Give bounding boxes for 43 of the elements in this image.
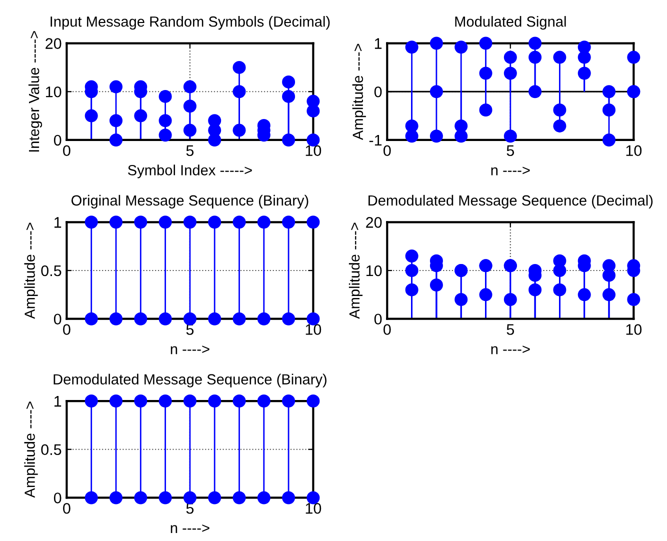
chart-title: Demodulated Message Sequence (Binary) xyxy=(54,374,326,388)
x-tick-label: 0 xyxy=(63,324,70,335)
x-tick-label: 5 xyxy=(506,324,514,335)
y-tick-label: 20 xyxy=(366,217,382,228)
y-axis-title: Amplitude ----> xyxy=(352,44,366,140)
y-tick-label: 0.5 xyxy=(41,444,62,456)
x-tick-label: 0 xyxy=(384,324,391,335)
x-tick-label: 0 xyxy=(384,145,391,156)
y-tick-label: 0.5 xyxy=(41,265,62,276)
x-axis-title: n ----> xyxy=(491,346,530,354)
x-tick-label: 0 xyxy=(63,502,70,514)
x-axis-title: Symbol Index -----> xyxy=(128,164,252,178)
chart-title: Input Message Random Symbols (Decimal) xyxy=(50,16,330,30)
y-tick-label: 1 xyxy=(54,217,62,228)
chart-title: Original Message Sequence (Binary) xyxy=(71,194,308,209)
x-tick-label: 10 xyxy=(626,145,642,156)
x-tick-label: 5 xyxy=(186,145,194,156)
x-tick-label: 10 xyxy=(626,324,642,335)
y-tick-label: 1 xyxy=(374,38,382,49)
chart-title: Modulated Signal xyxy=(455,16,566,30)
y-tick-label: 1 xyxy=(54,396,62,407)
x-tick-label: 10 xyxy=(306,502,322,514)
y-axis-title: Amplitude ----> xyxy=(24,222,38,319)
y-axis-title: Amplitude ----> xyxy=(348,222,363,319)
x-tick-label: 10 xyxy=(306,324,322,335)
x-axis-title: n ----> xyxy=(491,166,530,176)
y-tick-label: 10 xyxy=(366,265,382,276)
x-tick-label: 10 xyxy=(306,145,322,156)
y-axis-title: Amplitude ----> xyxy=(24,402,38,498)
y-tick-label: 20 xyxy=(46,38,62,49)
y-tick-label: 0 xyxy=(54,134,62,146)
y-tick-label: 0 xyxy=(374,86,382,98)
y-tick-label: -1 xyxy=(369,134,382,146)
x-axis-title: n ----> xyxy=(170,346,210,354)
chart-title: Demodulated Message Sequence (Decimal) xyxy=(368,194,653,209)
x-tick-label: 0 xyxy=(63,145,70,156)
y-tick-label: 0 xyxy=(54,314,62,325)
x-tick-label: 5 xyxy=(506,145,514,156)
x-axis-title: n ----> xyxy=(170,524,210,533)
y-axis-title: Integer Value -----> xyxy=(28,31,42,152)
y-tick-label: 0 xyxy=(374,314,382,325)
y-tick-label: 10 xyxy=(46,86,62,98)
y-tick-label: 0 xyxy=(54,492,62,504)
